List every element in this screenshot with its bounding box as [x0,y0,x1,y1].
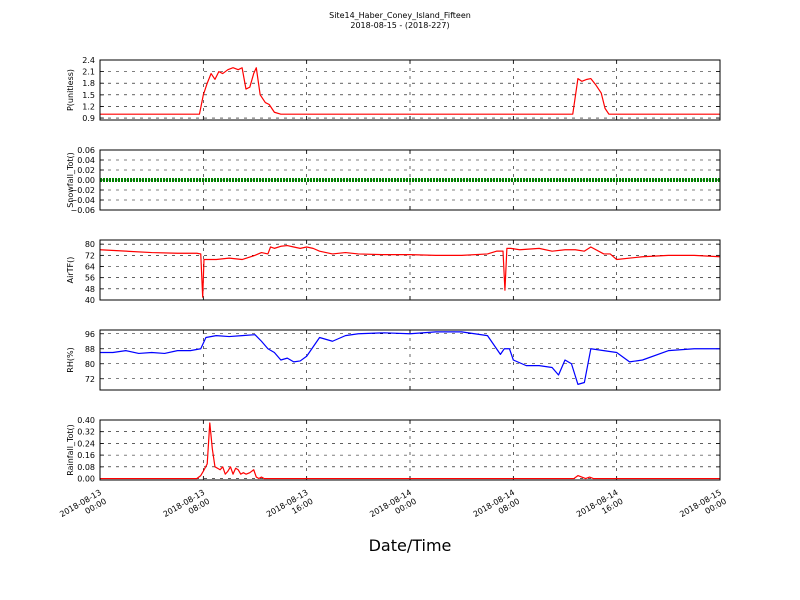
series-line-1 [100,422,720,480]
plot-frame [99,419,721,481]
y-axis-label: AirTF() [66,257,75,284]
y-tick-label: 1.2 [82,102,95,111]
y-tick-label: 0.40 [77,416,95,425]
x-tick-label: 2018-08-1300:00 [58,488,108,528]
y-tick-label: −0.04 [70,196,95,205]
y-tick-label: 0.06 [77,146,95,155]
y-tick-label: 0.00 [77,475,95,484]
y-tick-label: 72 [85,375,95,384]
x-axis-label: Date/Time [369,536,452,555]
y-tick-label: 0.00 [77,176,95,185]
y-tick-label: 0.08 [77,463,95,472]
series-line-1 [100,331,720,385]
series-line-1 [99,244,721,298]
chart-title: Site14_Haber_Coney_Island_Fifteen [329,11,471,20]
y-tick-label: 2.1 [82,68,95,77]
plot-frame [99,239,721,301]
y-tick-label: 80 [85,240,95,249]
x-tick-label: 2018-08-1316:00 [265,488,315,528]
x-tick-label: 2018-08-1416:00 [575,488,625,528]
y-axis-label: Rainfall_Tot() [66,424,75,476]
y-tick-label: 72 [85,251,95,260]
plot-frame [99,59,721,121]
y-tick-label: 64 [85,263,95,272]
y-tick-label: 1.8 [82,79,95,88]
panel-3: 40 48 56 64 72 80 AirTF() [66,239,721,305]
panel-4: 72 80 88 96 RH(%) [66,329,721,391]
y-tick-label: 0.02 [77,166,95,175]
chart-subtitle: 2018-08-15 - (2018-227) [350,21,450,30]
y-axis-label: RH(%) [66,347,75,372]
panel-2: −0.06−0.04−0.020.000.020.040.06Snowfall_… [66,146,721,215]
y-tick-label: 0.9 [82,114,95,123]
x-tick-label: 2018-08-1500:00 [678,488,728,528]
y-axis-label: P(unitless) [66,69,75,111]
panel-1: 0.9 1.2 1.5 1.8 2.1 2.4 P(unitless) [66,56,721,123]
y-tick-label: 88 [85,345,95,354]
y-tick-label: 0.24 [77,439,95,448]
plot-frame [99,329,721,391]
y-tick-label: 40 [85,296,95,305]
y-tick-label: 56 [85,274,95,283]
y-axis-label: Snowfall_Tot() [66,152,75,208]
y-tick-label: 0.04 [77,156,95,165]
y-tick-label: 96 [85,330,95,339]
plot-frame [99,149,721,211]
y-tick-label: −0.06 [70,206,95,215]
y-tick-label: 1.5 [82,91,95,100]
y-tick-label: 48 [85,285,95,294]
x-tick-label: 2018-08-1400:00 [368,488,418,528]
y-tick-label: −0.02 [70,186,95,195]
x-tick-label: 2018-08-1408:00 [472,488,522,528]
y-tick-label: 0.16 [77,451,95,460]
y-tick-label: 0.32 [77,428,95,437]
series-line-1 [100,67,720,115]
x-tick-label: 2018-08-1308:00 [162,488,212,528]
y-tick-label: 80 [85,360,95,369]
y-tick-label: 2.4 [82,56,95,65]
